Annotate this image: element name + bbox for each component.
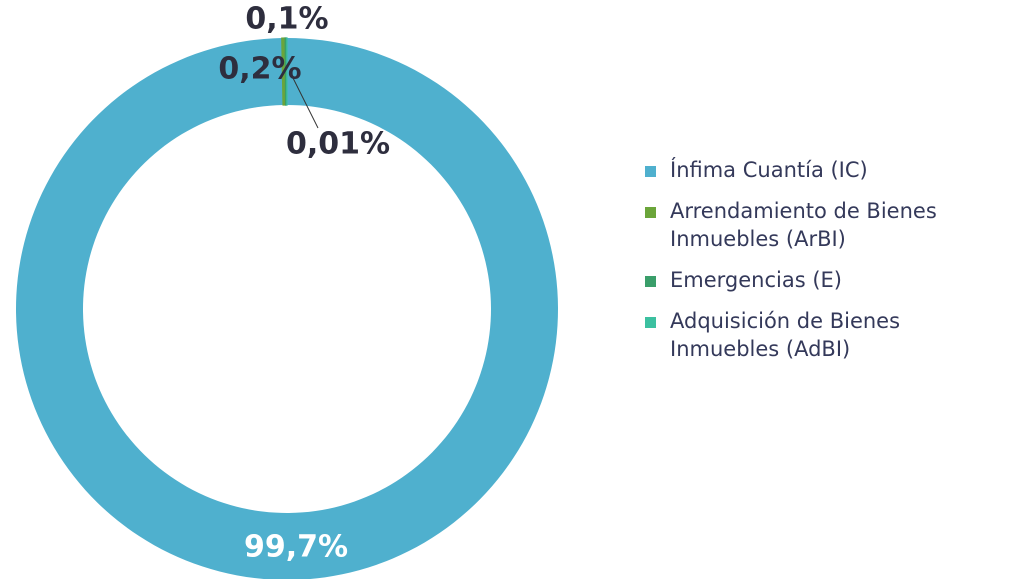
legend-label: Ínfima Cuantía (IC) — [670, 158, 868, 182]
legend-label: Arrendamiento de Bienes Inmuebles (ArBI) — [670, 199, 937, 251]
legend-item: Emergencias (E) — [640, 266, 940, 294]
legend-swatch — [645, 166, 656, 177]
legend-label: Emergencias (E) — [670, 268, 842, 292]
legend-item: Arrendamiento de Bienes Inmuebles (ArBI) — [640, 197, 940, 253]
legend-swatch — [645, 317, 656, 328]
data-label: 99,7% — [244, 530, 348, 565]
donut-slice — [16, 38, 558, 579]
legend-item: Ínfima Cuantía (IC) — [640, 156, 940, 184]
data-label: 0,1% — [245, 2, 328, 37]
legend: Ínfima Cuantía (IC) Arrendamiento de Bien… — [640, 156, 940, 376]
legend-label: Adquisición de Bienes Inmuebles (AdBI) — [670, 309, 901, 361]
data-label: 0,2% — [218, 52, 301, 87]
legend-swatch — [645, 207, 656, 218]
leader-line — [292, 77, 319, 129]
legend-swatch — [645, 276, 656, 287]
legend-item: Adquisición de Bienes Inmuebles (AdBI) — [640, 307, 940, 363]
data-label: 0,01% — [286, 127, 390, 162]
